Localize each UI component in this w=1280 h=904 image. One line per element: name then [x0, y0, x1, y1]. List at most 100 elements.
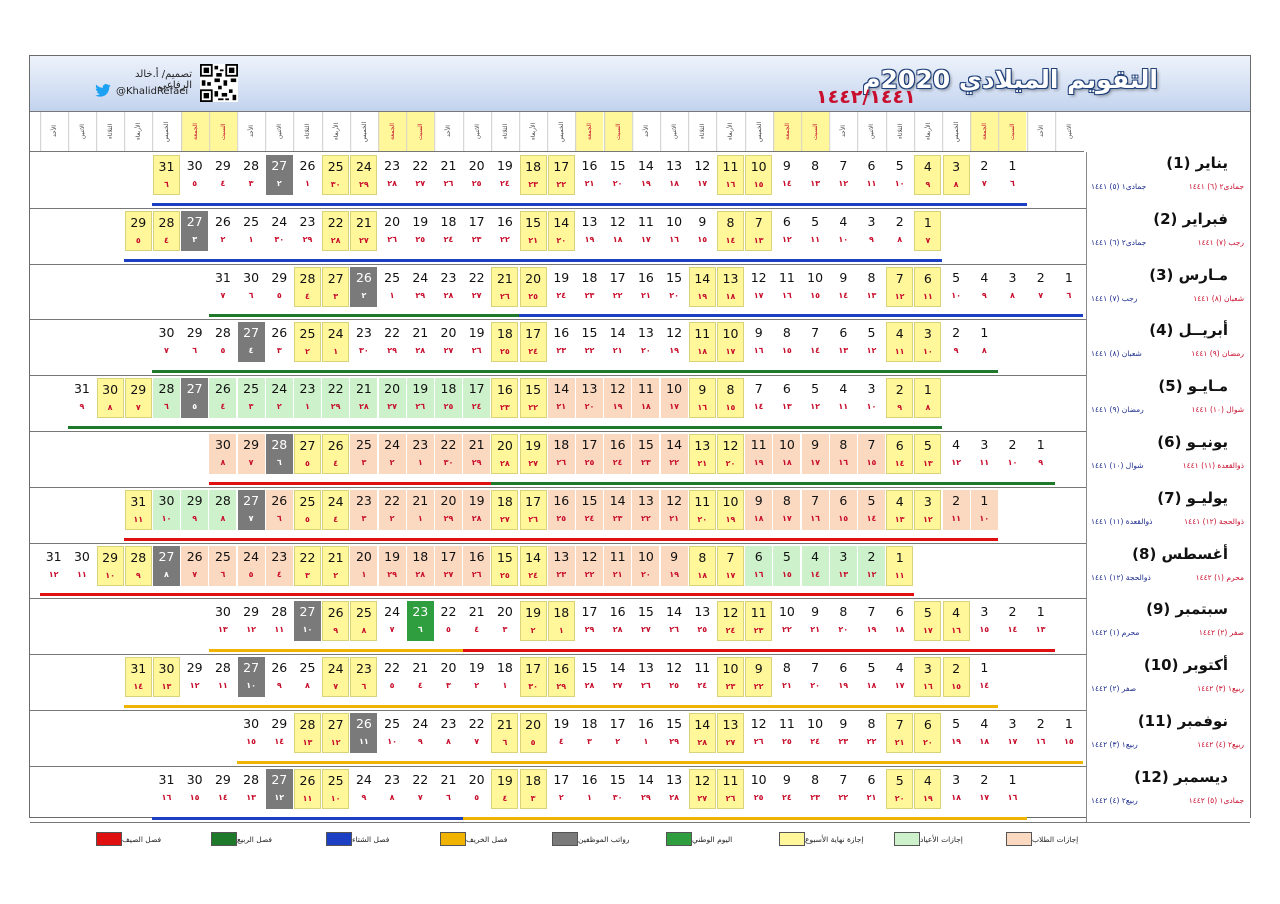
- day-cell: 23 ٢٩: [294, 211, 321, 251]
- day-cell: 17 ٢٦: [519, 489, 547, 530]
- day-cell: 14 ٢٧: [604, 657, 631, 697]
- hijri-day: ١٣: [161, 682, 172, 692]
- day-cell: 15 ٢١: [519, 210, 547, 251]
- day-cell: 4 ١٧: [886, 657, 913, 697]
- legend-swatch: [211, 832, 237, 846]
- day-name-col-0: الاثنين: [1054, 112, 1083, 151]
- hijri-day: ٢٧: [528, 459, 538, 468]
- gregorian-day: 23: [440, 716, 457, 731]
- gregorian-day: 11: [750, 437, 767, 452]
- day-cell: 19 ٤: [548, 713, 575, 753]
- day-cell: 19 ٢٧: [519, 434, 547, 474]
- hijri-month-end: جمادى٢ (٦) ١٤٤١: [1188, 182, 1244, 191]
- day-cell: 16 ٢٣: [491, 378, 519, 419]
- day-cell: 8 ١٣: [858, 267, 885, 307]
- hijri-day: ١٨: [866, 681, 877, 691]
- hijri-day: ١٨: [951, 792, 961, 802]
- hijri-day: ٢٠: [584, 402, 595, 412]
- hijri-day: ١٧: [782, 513, 792, 523]
- gregorian-day: 16: [637, 269, 654, 285]
- day-cell: 2 ١٧: [971, 769, 998, 809]
- day-cell: 27 ٧: [237, 489, 265, 530]
- hijri-day: ٧: [925, 235, 931, 245]
- designer-credit: تصميم/ أ.خالد الرفاعي: [135, 69, 192, 91]
- gregorian-day: 17: [525, 326, 542, 342]
- hijri-month-end: ربيع١ (٣) ١٤٤٢: [1197, 684, 1244, 694]
- hijri-day: ٤: [502, 793, 508, 803]
- gregorian-day: 7: [811, 492, 820, 508]
- hijri-day: ٢: [333, 570, 339, 580]
- day-cell: 28 ٦: [265, 434, 293, 474]
- hijri-day: ١٦: [923, 682, 933, 692]
- hijri-day: ١٨: [979, 737, 990, 746]
- day-cell: 23 ٨: [435, 713, 462, 753]
- month-title: نوفمبر (11): [1137, 712, 1228, 730]
- hijri-day: ٤: [417, 681, 423, 691]
- hijri-day: ١١: [302, 793, 313, 803]
- gregorian-day: 3: [980, 437, 989, 452]
- gregorian-day: 11: [694, 493, 711, 509]
- hijri-day: ١٠: [387, 737, 397, 746]
- gregorian-day: 15: [637, 604, 654, 620]
- gregorian-day: 27: [243, 660, 260, 676]
- day-cell: 26 ٦: [265, 489, 293, 530]
- hijri-day: ١٨: [641, 402, 651, 412]
- day-cell: 27 ٤: [237, 322, 265, 363]
- gregorian-day: 13: [722, 717, 739, 732]
- gregorian-day: 16: [581, 771, 598, 787]
- gregorian-day: 19: [496, 772, 513, 788]
- gregorian-day: 29: [130, 214, 147, 230]
- day-cell: 28 ٥: [209, 322, 236, 362]
- day-cell: 14 ٢١: [547, 378, 575, 419]
- legend-swatch: [1006, 832, 1032, 846]
- twitter-handle[interactable]: @KhalidRefaei: [116, 86, 189, 97]
- day-cell: 2 ١٠: [999, 434, 1026, 474]
- gregorian-day: 6: [923, 717, 932, 732]
- day-cell: 8 ١٤: [717, 210, 744, 251]
- hijri-day: ٨: [981, 346, 987, 356]
- gregorian-day: 16: [609, 437, 626, 452]
- gregorian-day: 9: [782, 771, 791, 787]
- day-cell: 8 ١٥: [717, 378, 744, 419]
- day-cell: 14 ٢١: [604, 322, 631, 362]
- hijri-day: ٩: [1038, 458, 1044, 467]
- day-cell: 28 ١١: [209, 657, 236, 697]
- gregorian-day: 15: [581, 492, 598, 508]
- day-cell: 31 ٩: [68, 378, 95, 418]
- day-cell: 3 ١٠: [914, 322, 942, 363]
- qr-code-icon[interactable]: [200, 64, 238, 102]
- day-cell: 24 ٢٩: [407, 267, 434, 307]
- hijri-month-start: شعبان (٨) ١٤٤١: [1091, 349, 1142, 359]
- day-cell: 5 ١٤: [858, 489, 885, 530]
- gregorian-day: 10: [750, 159, 767, 174]
- hijri-day: ٢٣: [556, 346, 567, 356]
- day-cell: 25 ٢: [294, 322, 321, 363]
- hijri-day: ١١: [274, 625, 285, 635]
- legend-item: فصل الربيع: [205, 832, 272, 846]
- gregorian-day: 12: [666, 660, 683, 676]
- hijri-day: ٢: [276, 402, 282, 412]
- gregorian-day: 18: [525, 159, 542, 174]
- day-cell: 7 ٢١: [886, 713, 914, 753]
- hijri-day: ٥: [192, 402, 198, 412]
- hijri-day: ٣: [530, 793, 536, 803]
- gregorian-day: 15: [609, 771, 626, 787]
- hijri-day: ٢٩: [359, 180, 369, 189]
- gregorian-day: 5: [867, 660, 876, 676]
- day-name-col-15: الأحد: [631, 112, 660, 151]
- day-cell: 21 ٢٩: [463, 434, 491, 474]
- hijri-day: ٢٧: [359, 235, 369, 245]
- hijri-day: ١٨: [612, 234, 623, 244]
- hijri-day: ٥: [276, 290, 282, 300]
- day-cell: 6 ١٥: [829, 489, 857, 530]
- season-bar-winter: [124, 258, 942, 262]
- hijri-day: ١٤: [979, 681, 990, 691]
- legend-swatch: [666, 832, 692, 846]
- day-cell: 30 ٧: [153, 322, 180, 362]
- hijri-day: ٣: [248, 179, 254, 188]
- gregorian-day: 27: [327, 270, 344, 286]
- day-name-col-25: الخميس: [349, 112, 378, 151]
